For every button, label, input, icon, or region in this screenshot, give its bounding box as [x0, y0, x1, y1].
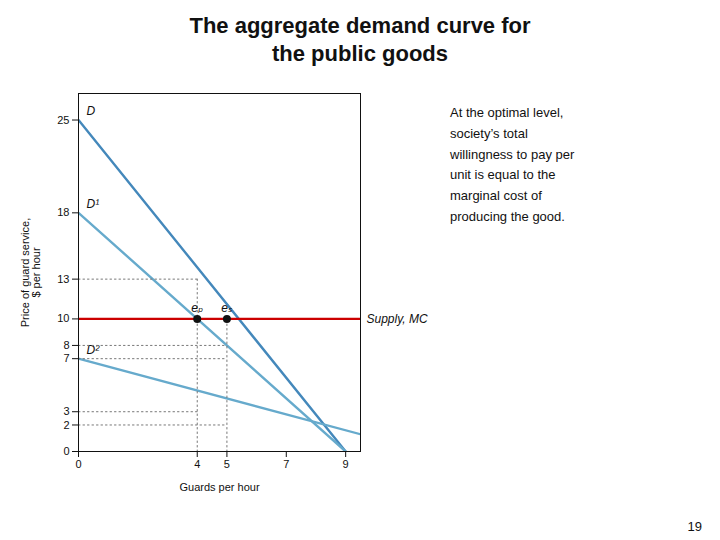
- svg-text:8: 8: [63, 339, 69, 351]
- svg-text:0: 0: [75, 458, 81, 470]
- svg-text:3: 3: [63, 405, 69, 417]
- svg-text:D²: D²: [87, 343, 101, 357]
- svg-text:7: 7: [283, 458, 289, 470]
- svg-text:Guards per hour: Guards per hour: [179, 481, 259, 493]
- svg-text:4: 4: [194, 458, 200, 470]
- html-text:The aggregate demand curve for: The aggregate demand curve for: [189, 13, 531, 38]
- svg-text:0: 0: [63, 445, 69, 457]
- html-text:the public goods: the public goods: [272, 40, 448, 66]
- svg-text:Price of guard service,$ per h: Price of guard service,$ per hour: [19, 218, 42, 327]
- svg-text:D: D: [87, 104, 96, 118]
- svg-text:5: 5: [224, 458, 230, 470]
- svg-text:25: 25: [57, 114, 69, 126]
- svg-text:Supply, MC: Supply, MC: [367, 312, 428, 326]
- svg-text:13: 13: [57, 273, 69, 285]
- svg-text:2: 2: [63, 419, 69, 431]
- svg-text:10: 10: [57, 312, 69, 324]
- svg-text:18: 18: [57, 206, 69, 218]
- svg-text:eₛ: eₛ: [221, 301, 232, 315]
- svg-text:eₚ: eₚ: [191, 301, 203, 315]
- svg-text:7: 7: [63, 352, 69, 364]
- svg-text:D¹: D¹: [87, 197, 100, 211]
- html-text:At the optimal level, society’: At the optimal level, society’s total wi…: [450, 105, 575, 224]
- svg-text:9: 9: [343, 458, 349, 470]
- html-text:19: 19: [687, 519, 702, 534]
